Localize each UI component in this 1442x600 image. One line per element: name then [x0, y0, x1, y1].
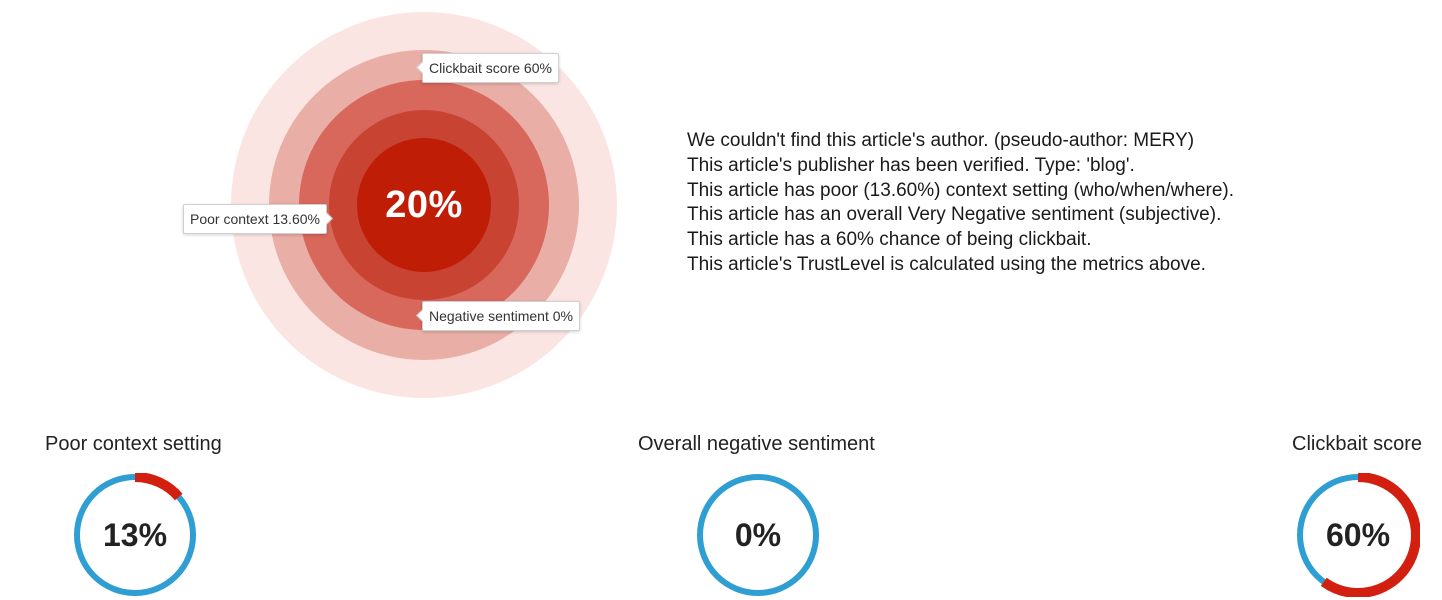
- tooltip-negative-sentiment: Negative sentiment 0%: [422, 301, 580, 331]
- tooltip-poor-context-label: Poor context 13.60%: [190, 211, 320, 227]
- concentric-rings: [231, 12, 617, 398]
- gauge-value: 60%: [1325, 516, 1391, 553]
- ring-core: [357, 138, 491, 272]
- gauge-arc: [1296, 473, 1420, 597]
- gauge-arc: [73, 473, 197, 597]
- summary-line-publisher: This article's publisher has been verifi…: [687, 154, 1135, 176]
- gauge-title: Overall negative sentiment: [638, 433, 875, 455]
- tooltip-clickbait: Clickbait score 60%: [422, 53, 559, 83]
- center-trust-score: 20%: [385, 183, 463, 226]
- summary-line-author: We couldn't find this article's author. …: [687, 130, 1195, 151]
- summary-line-clickbait: This article has a 60% chance of being c…: [687, 229, 1092, 251]
- trustlevel-radial-chart: 20%: [231, 12, 617, 398]
- gauge-ring: 13%: [73, 473, 197, 597]
- gauge-fill: [73, 473, 197, 597]
- summary-line-trustlevel: This article's TrustLevel is calculated …: [687, 253, 1206, 275]
- gauge-title: Clickbait score: [1292, 433, 1423, 455]
- gauge-ring: 0%: [696, 473, 820, 597]
- trust-summary: We couldn't find this article's author. …: [687, 129, 1234, 278]
- gauge-track: [697, 474, 819, 596]
- gauge-arc: [697, 474, 819, 596]
- gauge-ring: 60%: [1296, 473, 1420, 597]
- gauge-value: 0%: [734, 516, 782, 553]
- tooltip-poor-context: Poor context 13.60%: [183, 204, 327, 234]
- gauge-value: 13%: [102, 516, 168, 553]
- tooltip-clickbait-label: Clickbait score 60%: [429, 60, 552, 76]
- summary-line-context: This article has poor (13.60%) context s…: [687, 179, 1235, 201]
- summary-line-sentiment: This article has an overall Very Negativ…: [687, 204, 1222, 226]
- tooltip-negative-sentiment-label: Negative sentiment 0%: [429, 308, 573, 324]
- gauge-title: Poor context setting: [45, 433, 222, 455]
- gauge-fill: [1296, 473, 1420, 597]
